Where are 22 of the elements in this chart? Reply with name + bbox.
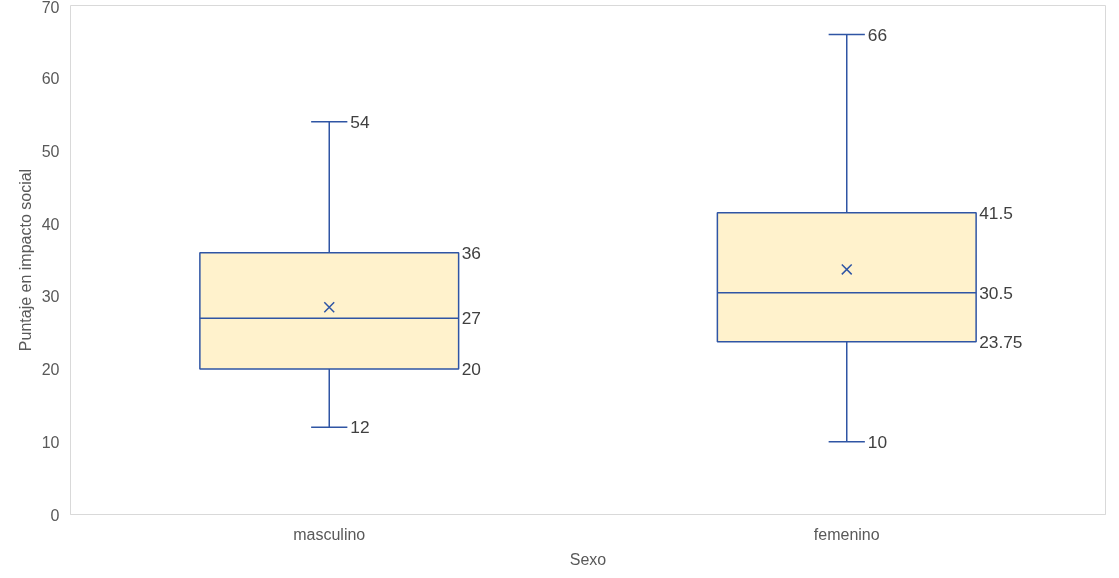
y-tick-label: 40 [41,215,60,233]
annotation: 36 [461,242,481,263]
y-tick-label: 60 [41,70,60,88]
y-tick-label: 0 [50,506,60,524]
annotation: 12 [350,417,370,438]
annotation: 23.75 [979,331,1023,352]
x-axis-title: Sexo [569,550,607,568]
y-tick-label: 70 [41,0,60,16]
annotation: 41.5 [979,202,1013,223]
annotation: 66 [867,24,888,45]
annotation: 20 [461,359,481,380]
y-tick-label: 50 [41,142,60,160]
annotation: 27 [461,308,481,329]
y-tick-label: 30 [41,288,60,306]
annotation: 30.5 [979,282,1013,303]
x-tick-label: masculino [293,525,366,543]
annotation: 54 [350,111,370,132]
y-tick-label: 10 [41,433,60,451]
y-axis-title: Puntaje en impacto social [16,168,34,352]
y-tick-label: 20 [41,361,60,379]
annotation: 10 [867,431,888,452]
x-tick-label: femenino [813,525,880,543]
